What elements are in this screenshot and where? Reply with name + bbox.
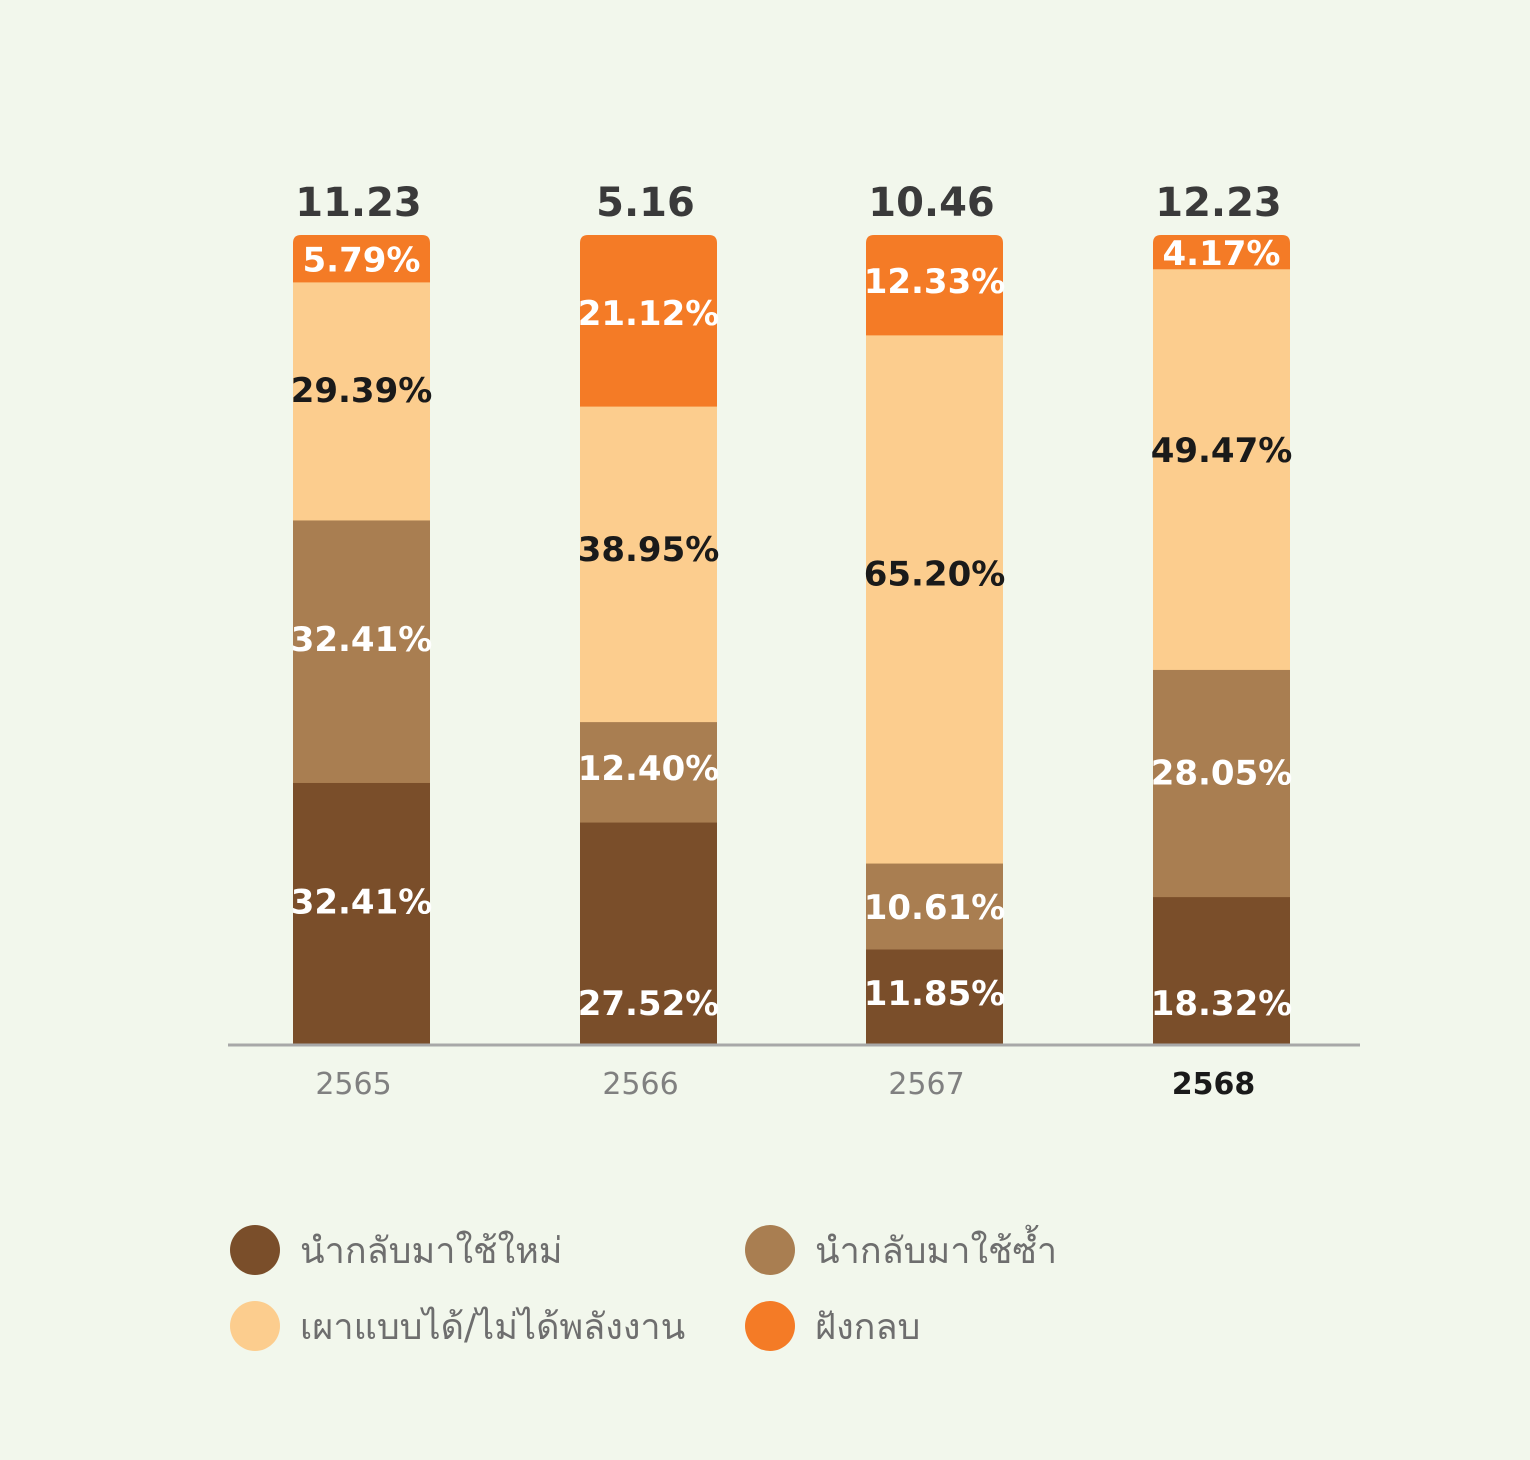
x-tick-label-2566: 2566 — [602, 1067, 678, 1102]
total-label-2566: 5.16 — [596, 180, 695, 226]
legend-swatch-incineration — [230, 1301, 280, 1351]
segment-label-2566-3: 21.12% — [578, 294, 720, 334]
segment-label-2568-3: 4.17% — [1163, 234, 1281, 274]
legend-swatch-recycle — [230, 1225, 280, 1275]
bar-stack-2566 — [580, 235, 717, 1045]
bar-segment-2567-0 — [866, 949, 1003, 1045]
segment-label-2567-1: 10.61% — [864, 888, 1006, 928]
stacked-bar-chart: 32.41% 32.41% 29.39% 5.79% 11.23 2565 27.52% 12… — [228, 180, 1360, 1102]
segment-label-2566-0: 27.52% — [578, 984, 720, 1024]
total-label-2568: 12.23 — [1155, 180, 1282, 226]
bar-segment-2565-2 — [293, 281, 430, 521]
legend-item-landfill: ฝังกลบ — [745, 1296, 920, 1356]
bar-segment-2565-0 — [293, 782, 430, 1045]
legend-item-incineration: เผาแบบได้/ไม่ได้พลังงาน — [230, 1296, 685, 1356]
legend-label-incineration: เผาแบบได้/ไม่ได้พลังงาน — [300, 1306, 686, 1348]
legend: นำกลับมาใช้ใหม่ นำกลับมาใช้ซ้ำ เผาแบบได้… — [230, 1220, 1130, 1370]
x-tick-label-2568: 2568 — [1172, 1067, 1256, 1102]
bar-stack-2565 — [293, 235, 430, 1045]
bar-segment-2566-0 — [580, 822, 717, 1045]
legend-label-recycle: นำกลับมาใช้ใหม่ — [300, 1230, 563, 1272]
segment-label-2567-2: 65.20% — [864, 555, 1006, 595]
x-tick-label-2565: 2565 — [315, 1067, 391, 1102]
bar-segment-2565-1 — [293, 519, 430, 783]
segment-label-2568-0: 18.32% — [1151, 984, 1293, 1024]
labels-layer: 32.41% 32.41% 29.39% 5.79% 11.23 2565 27.52% 12… — [291, 180, 1293, 1102]
segment-label-2566-2: 38.95% — [578, 530, 720, 570]
bar-stack-2568 — [1153, 235, 1290, 1045]
bar-segment-2567-1 — [866, 863, 1003, 950]
bar-segment-2568-3 — [1153, 235, 1290, 270]
bar-segment-2568-1 — [1153, 669, 1290, 898]
segment-label-2565-3: 5.79% — [303, 240, 421, 280]
legend-label-reuse: นำกลับมาใช้ซ้ำ — [815, 1230, 1058, 1272]
legend-item-reuse: นำกลับมาใช้ซ้ำ — [745, 1220, 1057, 1280]
segment-label-2566-1: 12.40% — [578, 749, 720, 789]
segment-label-2568-2: 49.47% — [1151, 431, 1293, 471]
legend-swatch-landfill — [745, 1301, 795, 1351]
bar-stack-2567 — [866, 235, 1003, 1045]
legend-swatch-reuse — [745, 1225, 795, 1275]
bars-layer — [293, 235, 1290, 1045]
bar-segment-2567-2 — [866, 334, 1003, 864]
segment-label-2567-3: 12.33% — [864, 262, 1006, 302]
bar-segment-2566-1 — [580, 721, 717, 823]
segment-label-2568-1: 28.05% — [1151, 754, 1293, 794]
x-tick-label-2567: 2567 — [888, 1067, 964, 1102]
legend-label-landfill: ฝังกลบ — [815, 1306, 921, 1348]
total-label-2567: 10.46 — [868, 180, 995, 226]
segment-label-2565-1: 32.41% — [291, 620, 433, 660]
segment-label-2565-0: 32.41% — [291, 883, 433, 923]
total-label-2565: 11.23 — [295, 180, 422, 226]
segment-label-2565-2: 29.39% — [291, 371, 433, 411]
bar-segment-2566-2 — [580, 406, 717, 723]
bar-segment-2566-3 — [580, 235, 717, 407]
bar-segment-2565-3 — [293, 235, 430, 283]
bar-segment-2568-0 — [1153, 896, 1290, 1045]
bar-segment-2567-3 — [866, 235, 1003, 336]
bar-segment-2568-2 — [1153, 268, 1290, 670]
legend-item-recycle: นำกลับมาใช้ใหม่ — [230, 1220, 563, 1280]
segment-label-2567-0: 11.85% — [864, 974, 1006, 1014]
